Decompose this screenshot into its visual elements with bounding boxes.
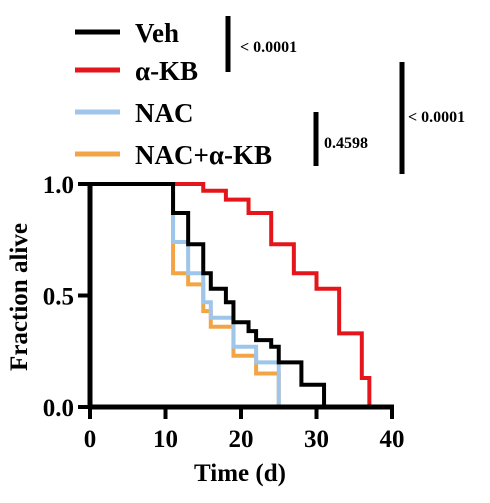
legend-label-nac: NAC bbox=[135, 98, 194, 128]
y-tick-label: 0.5 bbox=[43, 284, 74, 311]
x-tick-label: 20 bbox=[229, 426, 254, 453]
series-line-nac bbox=[90, 182, 281, 407]
series-line-nac-kb bbox=[90, 182, 281, 407]
axes: 0 10 20 30 40 0.0 0.5 1.0 bbox=[43, 172, 405, 453]
x-tick-label: 0 bbox=[84, 426, 97, 453]
plot-series bbox=[90, 182, 372, 407]
legend-label-veh: Veh bbox=[135, 18, 179, 48]
legend-label-nac-akb: NAC+α-KB bbox=[135, 140, 272, 170]
pvalue-overall: < 0.0001 bbox=[408, 109, 465, 126]
significance-annotations: < 0.0001 0.4598 < 0.0001 bbox=[225, 16, 465, 174]
x-tick-label: 30 bbox=[304, 426, 329, 453]
pvalue-veh-vs-akb: < 0.0001 bbox=[240, 39, 297, 56]
y-tick-label: 0.0 bbox=[43, 395, 74, 422]
x-tick-label: 10 bbox=[153, 426, 178, 453]
x-axis-title: Time (d) bbox=[194, 460, 286, 487]
series-line--kb bbox=[90, 182, 372, 407]
legend-label-akb: α-KB bbox=[135, 56, 198, 86]
y-axis-title: Fraction alive bbox=[6, 223, 33, 371]
series-line-veh bbox=[90, 182, 327, 407]
pvalue-nac-vs-nac-akb: 0.4598 bbox=[324, 135, 368, 152]
y-tick-label: 1.0 bbox=[43, 172, 74, 199]
x-tick-label: 40 bbox=[380, 426, 405, 453]
legend: Veh α-KB NAC NAC+α-KB bbox=[75, 18, 272, 170]
